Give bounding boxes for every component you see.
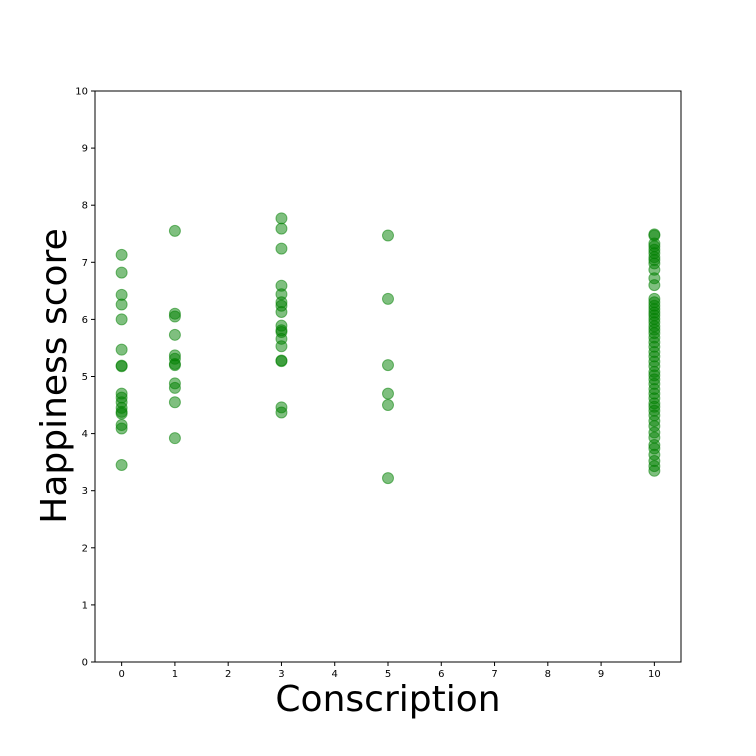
- x-tick-label: 2: [225, 669, 231, 680]
- data-point: [115, 359, 128, 372]
- data-point: [168, 432, 181, 445]
- data-point: [115, 422, 128, 435]
- y-axis: 0 1 2 3 4 5 6 7 8 9 10: [75, 87, 95, 669]
- y-tick-label: 7: [82, 258, 88, 269]
- y-tick-label: 5: [82, 372, 88, 383]
- y-tick-label: 8: [82, 201, 88, 212]
- data-point: [382, 359, 394, 372]
- x-axis: 0 1 2 3 4 5 6 7 8 9 10: [118, 662, 661, 680]
- data-point: [115, 313, 128, 326]
- x-tick-label: 0: [118, 669, 124, 680]
- data-point: [115, 248, 128, 261]
- data-point: [275, 212, 288, 225]
- data-point: [168, 310, 181, 323]
- y-tick-label: 4: [82, 429, 88, 440]
- x-tick-label: 9: [598, 669, 604, 680]
- data-point: [275, 406, 288, 419]
- data-point: [275, 340, 288, 353]
- y-axis-label: Happiness score: [34, 228, 75, 524]
- data-point: [115, 266, 128, 279]
- x-tick-label: 4: [332, 669, 338, 680]
- data-point: [115, 343, 128, 356]
- x-tick-label: 1: [172, 669, 178, 680]
- y-tick-label: 6: [82, 315, 88, 326]
- x-tick-label: 8: [545, 669, 551, 680]
- data-point: [168, 396, 181, 409]
- data-point: [382, 387, 394, 400]
- x-tick-label: 6: [438, 669, 444, 680]
- data-point: [382, 472, 394, 485]
- data-point: [115, 298, 128, 311]
- data-point: [115, 459, 128, 472]
- x-axis-label: Conscription: [275, 679, 500, 720]
- x-tick-label: 5: [385, 669, 391, 680]
- data-point: [168, 381, 181, 394]
- x-tick-label: 3: [278, 669, 284, 680]
- data-point: [382, 399, 394, 412]
- data-point: [115, 407, 128, 420]
- data-point: [168, 359, 181, 372]
- data-point: [275, 222, 288, 235]
- data-point: [382, 292, 394, 305]
- y-tick-label: 0: [82, 658, 88, 669]
- y-tick-label: 1: [82, 600, 88, 611]
- y-tick-label: 10: [75, 87, 88, 98]
- data-point: [168, 224, 181, 237]
- y-tick-label: 9: [82, 144, 88, 155]
- data-point: [648, 464, 661, 477]
- data-point: [275, 355, 288, 368]
- data-point: [275, 305, 288, 318]
- data-point: [382, 229, 394, 242]
- y-tick-label: 3: [82, 486, 88, 497]
- plot-area: [94, 90, 682, 663]
- points-layer: [115, 212, 661, 485]
- data-point: [648, 279, 661, 292]
- x-tick-label: 7: [491, 669, 497, 680]
- x-tick-label: 10: [648, 669, 661, 680]
- data-point: [275, 242, 288, 255]
- y-tick-label: 2: [82, 543, 88, 554]
- data-point: [168, 328, 181, 341]
